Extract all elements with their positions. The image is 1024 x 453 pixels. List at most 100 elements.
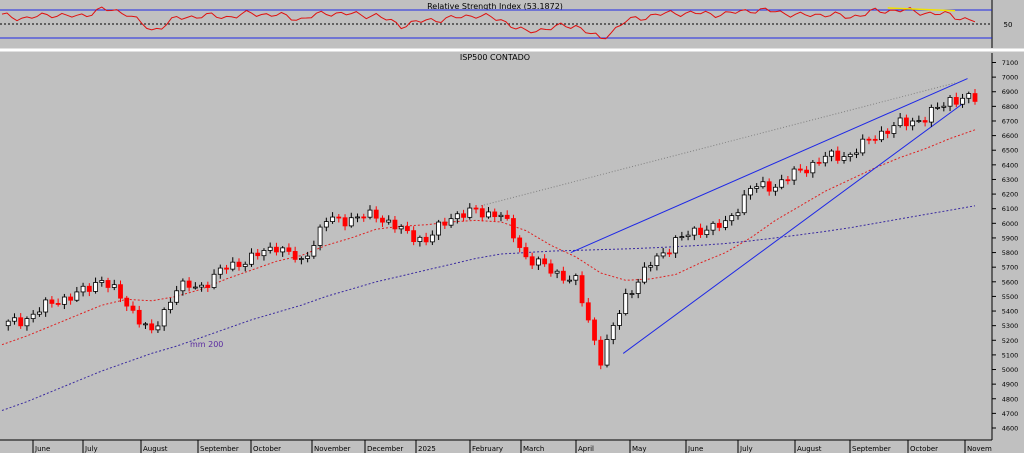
price-tick-label: 5400 (1002, 308, 1019, 316)
candle-body (317, 226, 323, 246)
ma200-label: mm 200 (190, 340, 223, 349)
candle-body (473, 207, 479, 210)
candle-body (966, 93, 972, 99)
candle-body (660, 252, 666, 257)
time-tick-label: February (472, 445, 503, 453)
candle-body (891, 125, 897, 134)
candle-body (242, 263, 248, 267)
time-tick-label: July (739, 445, 753, 453)
candle-body (274, 246, 279, 253)
candle-body (149, 323, 155, 331)
candle-body (916, 120, 922, 122)
candle-body (161, 309, 167, 327)
candle-body (130, 305, 136, 311)
price-tick-label: 6500 (1002, 147, 1019, 155)
candle-body (205, 284, 211, 288)
candle-body (679, 236, 685, 239)
candle-body (698, 227, 703, 235)
candle-body (741, 194, 747, 214)
candle-body (467, 207, 473, 218)
candle-body (754, 186, 760, 189)
candle-body (255, 252, 261, 257)
price-tick-label: 4700 (1002, 410, 1019, 418)
price-tick-label: 5000 (1002, 366, 1019, 374)
candle-body (18, 317, 24, 327)
candle-body (479, 208, 485, 218)
time-tick-label: March (523, 445, 544, 453)
candle-body (348, 217, 354, 227)
candle-body (24, 318, 30, 327)
candle-body (835, 150, 841, 161)
candle-body (417, 236, 423, 243)
time-tick-label: September (852, 445, 891, 453)
lower-trendline (622, 101, 966, 354)
candle-body (230, 261, 236, 270)
price-tick-label: 5300 (1002, 322, 1019, 330)
candle-body (124, 297, 130, 307)
candle-body (429, 234, 435, 243)
candle-body (448, 218, 454, 226)
candle-body (286, 247, 292, 252)
candle-body (436, 221, 442, 236)
candle-body (598, 339, 604, 366)
price-tick-label: 5200 (1002, 337, 1019, 345)
candle-body (105, 280, 111, 288)
candle-body (305, 255, 311, 259)
candle-body (866, 138, 872, 141)
candle-body (897, 117, 903, 127)
candle-body (729, 215, 735, 222)
candle-body (723, 220, 728, 228)
candle-body (554, 270, 560, 274)
candle-body (143, 323, 148, 326)
candle-body (947, 97, 953, 107)
candle-body (373, 209, 379, 219)
candle-body (442, 221, 448, 226)
candle-body (111, 284, 117, 288)
ma-short-line (1, 129, 976, 346)
candle-body (960, 97, 965, 105)
candle-body (829, 150, 834, 157)
candle-body (816, 161, 822, 164)
candle-body (922, 120, 928, 123)
price-tick-label: 4800 (1002, 395, 1019, 403)
candle-body (953, 97, 959, 105)
price-tick-label: 6300 (1002, 176, 1019, 184)
candle-body (592, 319, 597, 341)
time-tick-label: November (314, 445, 351, 453)
candle-body (43, 299, 49, 313)
candle-body (872, 138, 878, 141)
candle-body (673, 237, 679, 254)
candle-body (367, 209, 373, 218)
candle-body (560, 270, 566, 281)
price-layer: 4600 4700 4800 4900 5000 5100 5200 5300 5400 5500… (1, 59, 1019, 433)
candle-body (691, 227, 697, 236)
candle-body (136, 309, 142, 325)
candle-body (61, 296, 67, 305)
candle-body (5, 320, 11, 327)
candle-body (99, 280, 105, 283)
price-tick-label: 4600 (1002, 425, 1019, 433)
candle-body (860, 138, 866, 154)
candle-body (323, 221, 329, 228)
price-tick-label: 6800 (1002, 103, 1019, 111)
ma200-line (1, 205, 976, 411)
candle-body (292, 251, 298, 260)
candle-body (642, 266, 647, 283)
candle-body (972, 93, 978, 102)
candle-body (180, 280, 186, 292)
candle-body (298, 258, 304, 260)
price-tick-label: 5800 (1002, 249, 1019, 257)
candle-body (529, 256, 535, 266)
candle-body (12, 317, 17, 322)
candle-body (841, 156, 847, 161)
candle-body (604, 339, 610, 366)
candle-body (498, 214, 504, 218)
candle-body (760, 181, 766, 188)
candle-body (941, 105, 947, 108)
price-tick-label: 5700 (1002, 264, 1019, 272)
price-tick-label: 6100 (1002, 205, 1019, 213)
candle-body (199, 284, 204, 288)
candle-body (336, 216, 342, 219)
candle-body (37, 311, 42, 315)
candle-body (735, 212, 741, 217)
